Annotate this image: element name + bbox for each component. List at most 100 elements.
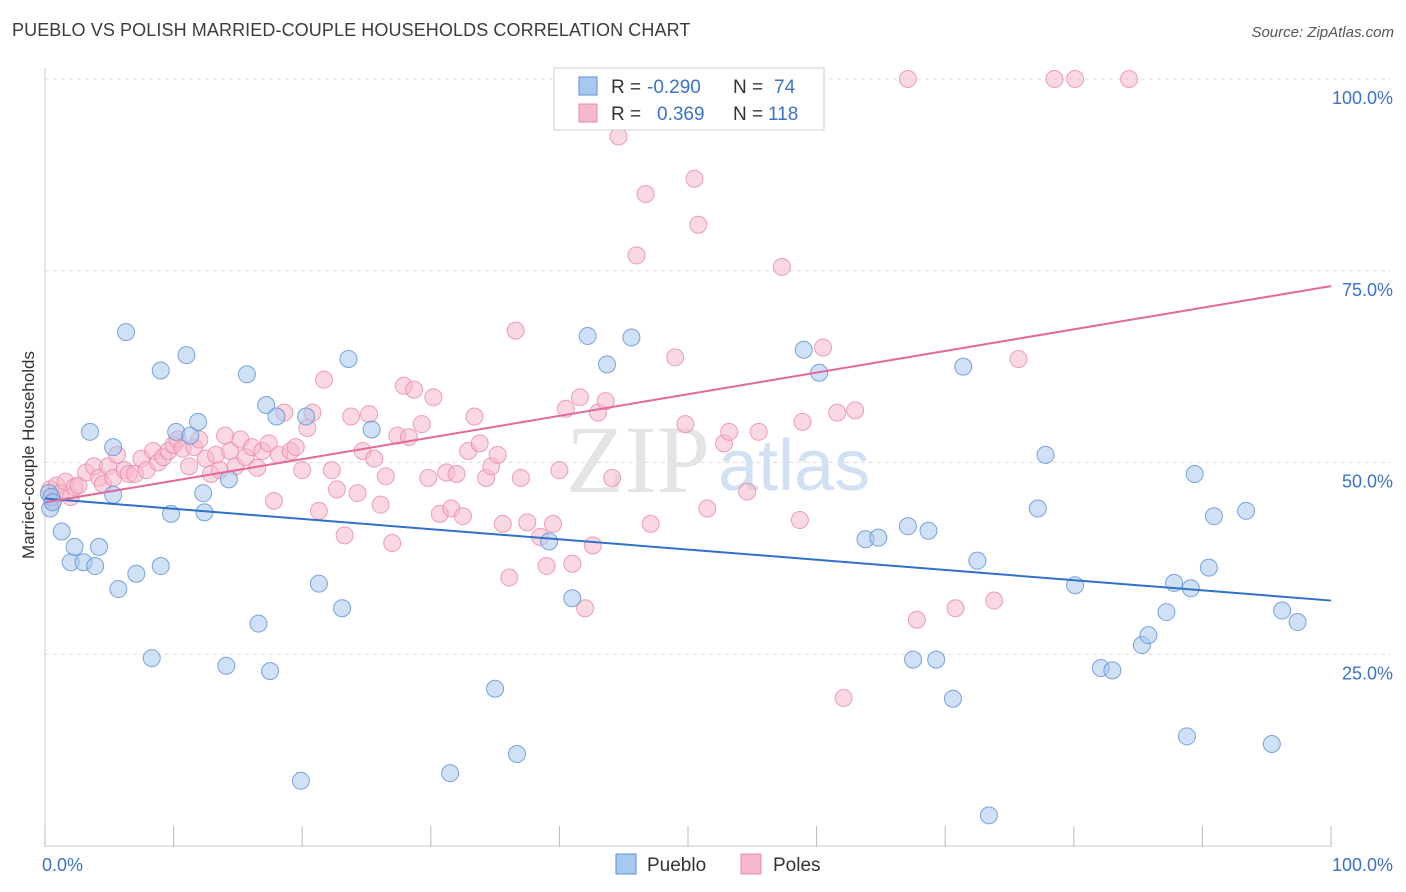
y-tick-label-75: 75.0% <box>1342 280 1393 300</box>
x-tick-label-100: 100.0% <box>1332 855 1393 875</box>
point-poles-75 <box>453 507 472 526</box>
data-points <box>39 70 1307 825</box>
point-pueblo-73 <box>1237 501 1256 520</box>
point-poles-69 <box>419 468 438 487</box>
point-poles-99 <box>609 127 628 146</box>
point-pueblo-75 <box>1273 601 1292 620</box>
point-poles-70 <box>424 388 443 407</box>
point-poles-98 <box>603 468 622 487</box>
point-poles-27 <box>180 457 199 476</box>
point-pueblo-17 <box>151 557 170 576</box>
point-pueblo-58 <box>979 806 998 825</box>
point-pueblo-57 <box>968 551 987 570</box>
y-tick-label-50: 50.0% <box>1342 472 1393 492</box>
legend-n-label-poles: N = <box>733 104 763 125</box>
point-poles-93 <box>570 388 589 407</box>
bottom-legend-label-pueblo: Pueblo <box>647 855 706 876</box>
point-poles-100 <box>627 246 646 265</box>
point-poles-43 <box>264 491 283 510</box>
bottom-legend-swatch-pueblo <box>615 853 637 875</box>
point-poles-102 <box>641 514 660 533</box>
trend-line-poles <box>44 285 1332 504</box>
y-axis-label: Married-couple Households <box>19 351 38 559</box>
point-pueblo-21 <box>177 346 196 365</box>
x-tick-label-0: 0.0% <box>42 855 83 875</box>
point-poles-60 <box>365 449 384 468</box>
point-poles-111 <box>738 482 757 501</box>
point-pueblo-47 <box>794 340 813 359</box>
point-poles-107 <box>689 215 708 234</box>
legend-swatch-poles <box>578 103 598 123</box>
point-poles-124 <box>1009 349 1028 368</box>
point-poles-95 <box>583 536 602 555</box>
point-poles-92 <box>563 554 582 573</box>
point-poles-59 <box>360 405 379 424</box>
point-pueblo-39 <box>441 764 460 783</box>
point-poles-120 <box>898 70 917 88</box>
point-poles-97 <box>596 392 615 411</box>
point-poles-108 <box>698 499 717 518</box>
point-poles-89 <box>543 514 562 533</box>
point-poles-105 <box>676 415 695 434</box>
y-tick-label-100: 100.0% <box>1332 88 1393 108</box>
point-poles-110 <box>720 422 739 441</box>
point-poles-90 <box>550 461 569 480</box>
point-pueblo-23 <box>189 412 208 431</box>
legend-n-value-poles: 118 <box>768 104 798 125</box>
chart-title: PUEBLO VS POLISH MARRIED-COUPLE HOUSEHOL… <box>12 20 691 40</box>
point-pueblo-45 <box>597 355 616 374</box>
point-pueblo-10 <box>90 537 109 556</box>
point-pueblo-52 <box>904 650 923 669</box>
point-pueblo-46 <box>622 328 641 347</box>
point-poles-88 <box>537 557 556 576</box>
point-poles-121 <box>907 610 926 629</box>
bottom-legend-swatch-poles <box>740 853 762 875</box>
point-poles-42 <box>259 434 278 453</box>
trend-line-pueblo <box>44 497 1332 602</box>
point-pueblo-41 <box>507 744 526 763</box>
legend-r-label-poles: R = <box>611 104 641 125</box>
point-poles-85 <box>511 468 530 487</box>
point-pueblo-44 <box>578 326 597 345</box>
point-poles-54 <box>327 480 346 499</box>
point-poles-55 <box>335 526 354 545</box>
point-pueblo-63 <box>1103 661 1122 680</box>
point-poles-74 <box>447 465 466 484</box>
point-pueblo-29 <box>249 614 268 633</box>
point-poles-62 <box>376 467 395 486</box>
point-poles-67 <box>405 380 424 399</box>
legend-n-label-pueblo: N = <box>733 77 763 98</box>
trend-lines <box>44 285 1332 602</box>
point-pueblo-37 <box>339 349 358 368</box>
legend-box: R = -0.290 N = 74 R = 0.369 N = 118 <box>553 67 825 131</box>
point-poles-63 <box>383 534 402 553</box>
point-pueblo-12 <box>104 438 123 457</box>
point-poles-82 <box>493 514 512 533</box>
legend-r-label-pueblo: R = <box>611 77 641 98</box>
point-poles-61 <box>371 495 390 514</box>
point-pueblo-42 <box>540 532 559 551</box>
point-poles-118 <box>834 688 853 707</box>
legend-swatch-pueblo <box>578 76 598 96</box>
watermark: ZIP atlas <box>566 406 870 513</box>
point-poles-127 <box>1120 70 1139 88</box>
point-poles-83 <box>500 568 519 587</box>
point-pueblo-56 <box>954 357 973 376</box>
legend-r-value-poles: 0.369 <box>657 104 705 125</box>
point-pueblo-55 <box>943 689 962 708</box>
point-pueblo-13 <box>109 580 128 599</box>
point-poles-114 <box>790 511 809 530</box>
point-pueblo-51 <box>898 517 917 536</box>
point-pueblo-36 <box>333 599 352 618</box>
point-pueblo-66 <box>1157 603 1176 622</box>
point-poles-125 <box>1045 70 1064 88</box>
point-poles-104 <box>666 348 685 367</box>
point-poles-53 <box>322 461 341 480</box>
point-poles-52 <box>315 370 334 389</box>
point-pueblo-33 <box>291 771 310 790</box>
point-pueblo-71 <box>1199 558 1218 577</box>
axes <box>44 68 1332 847</box>
point-pueblo-38 <box>362 420 381 439</box>
point-poles-123 <box>985 591 1004 610</box>
point-poles-101 <box>636 185 655 204</box>
